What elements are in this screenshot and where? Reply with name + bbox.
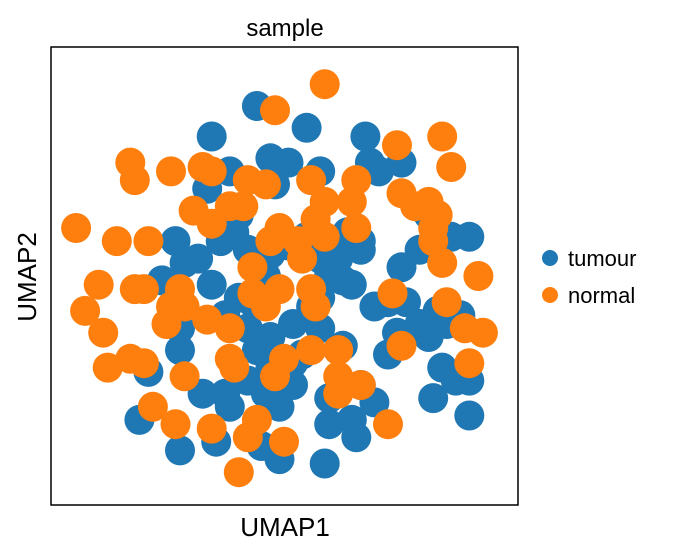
chart-title: sample <box>246 15 323 42</box>
normal-point <box>61 213 92 243</box>
normal-point <box>196 208 227 239</box>
tumour-point <box>165 335 195 366</box>
normal-point <box>454 348 485 379</box>
normal-point <box>336 186 367 217</box>
tumour-point <box>196 269 227 300</box>
legend-marker-normal <box>542 287 558 303</box>
tumour-point <box>255 322 286 352</box>
tumour-point <box>363 156 394 187</box>
y-axis-label: UMAP2 <box>12 232 42 322</box>
normal-point <box>228 191 259 222</box>
normal-point <box>296 335 327 366</box>
series-normal <box>61 69 498 488</box>
tumour-point <box>418 383 449 414</box>
tumour-point <box>314 409 345 440</box>
normal-point <box>377 278 408 309</box>
tumour-point <box>273 147 304 178</box>
legend-label-normal: normal <box>568 283 635 308</box>
tumour-point <box>196 121 227 152</box>
normal-point <box>296 274 327 305</box>
tumour-point <box>214 391 245 422</box>
tumour-point <box>183 243 214 274</box>
normal-point <box>373 409 403 440</box>
tumour-point <box>291 112 322 143</box>
normal-point <box>323 361 354 392</box>
normal-point <box>269 426 299 457</box>
normal-point <box>269 343 299 374</box>
normal-point <box>431 287 462 318</box>
normal-point <box>250 169 281 200</box>
points-layer <box>61 69 498 488</box>
x-axis-label: UMAP1 <box>240 512 330 542</box>
normal-point <box>156 156 186 187</box>
normal-point <box>214 313 245 344</box>
normal-point <box>463 261 494 291</box>
normal-point <box>237 278 268 309</box>
normal-point <box>83 269 114 300</box>
normal-point <box>115 147 146 178</box>
normal-point <box>169 291 200 322</box>
normal-point <box>196 156 227 187</box>
normal-point <box>219 352 250 383</box>
legend-marker-tumour <box>542 250 558 266</box>
normal-point <box>232 422 263 453</box>
normal-point <box>88 317 119 348</box>
normal-point <box>345 370 376 400</box>
normal-point <box>309 69 340 100</box>
normal-point <box>323 335 354 366</box>
plot-frame <box>50 46 519 506</box>
normal-point <box>92 352 123 383</box>
normal-point <box>467 317 498 348</box>
normal-point <box>133 226 164 257</box>
normal-point <box>427 121 458 152</box>
normal-point <box>427 247 458 278</box>
normal-point <box>223 457 254 488</box>
tumour-point <box>454 221 485 252</box>
normal-point <box>128 348 159 379</box>
normal-point <box>287 243 318 274</box>
tumour-point <box>454 400 485 431</box>
normal-point <box>137 391 168 422</box>
tumour-point <box>350 121 381 152</box>
normal-point <box>160 409 191 440</box>
normal-point <box>70 295 101 326</box>
normal-point <box>169 361 200 392</box>
normal-point <box>237 252 268 283</box>
normal-point <box>260 95 290 126</box>
tumour-point <box>341 422 372 453</box>
legend-label-tumour: tumour <box>568 246 636 271</box>
normal-point <box>436 152 467 182</box>
normal-point <box>192 304 223 335</box>
tumour-point <box>336 269 367 300</box>
normal-point <box>382 130 412 161</box>
tumour-point <box>165 435 195 466</box>
normal-point <box>196 413 227 444</box>
normal-point <box>296 165 327 196</box>
normal-point <box>300 204 331 235</box>
legend: tumour normal <box>542 246 636 308</box>
normal-point <box>128 274 159 305</box>
normal-point <box>422 200 453 230</box>
normal-point <box>101 226 132 257</box>
tumour-point <box>309 448 340 479</box>
normal-point <box>386 330 417 361</box>
normal-point <box>341 213 372 243</box>
